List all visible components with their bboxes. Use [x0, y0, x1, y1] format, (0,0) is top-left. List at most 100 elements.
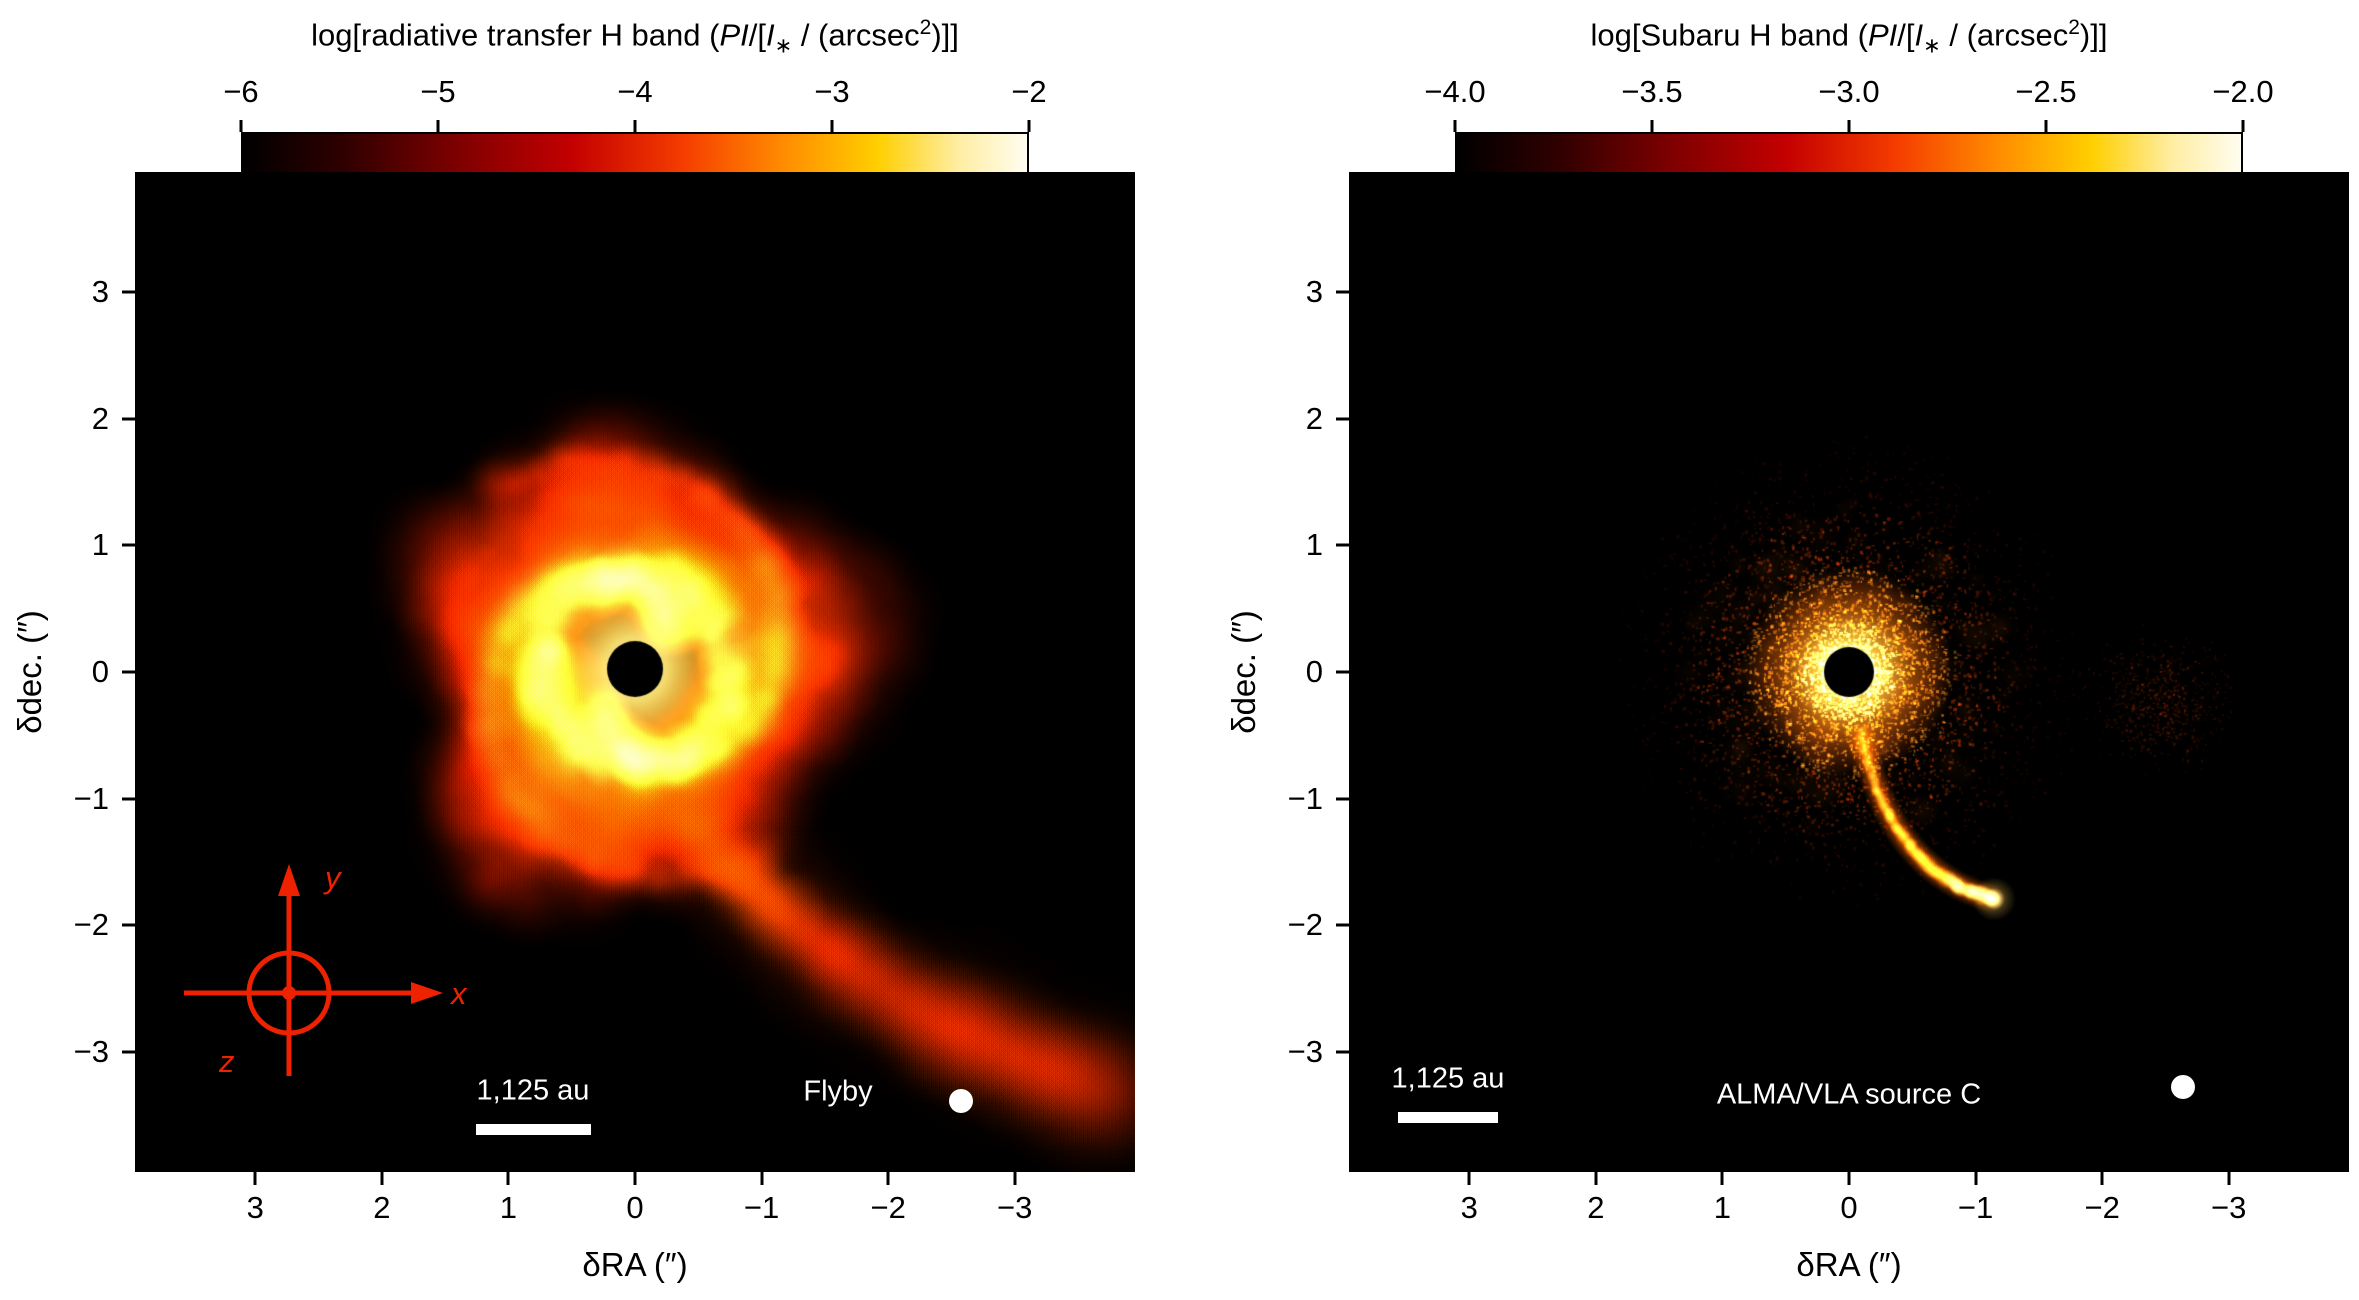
- title-text: / (arcsec: [792, 17, 920, 53]
- title-text-italic: I: [765, 17, 775, 53]
- colorbar-tick-mark: [1453, 120, 1457, 132]
- colorbar-tick-label: −6: [223, 74, 259, 109]
- scale-bar-label: 1,125 au: [476, 1074, 590, 1107]
- title-text: /[: [748, 17, 766, 53]
- y-tick-mark: [1336, 543, 1349, 547]
- plot-area: 1,125 au ALMA/VLA source C: [1349, 172, 2349, 1172]
- x-axis-label-glyph: x: [449, 976, 468, 1011]
- y-tick-label: −2: [1287, 907, 1323, 943]
- y-tick-mark: [122, 923, 135, 927]
- title-text-italic: I: [1914, 17, 1924, 53]
- y-tick-mark: [122, 670, 135, 674]
- y-tick-label: −1: [73, 780, 109, 816]
- colorbar-tick-label: −3: [814, 74, 850, 109]
- colorbar-tick-labels: −6 −5 −4 −3 −2: [223, 74, 1046, 112]
- x-tick-label: 3: [246, 1190, 264, 1225]
- x-tick-mark: [380, 1172, 384, 1185]
- colorbar-tick-mark: [436, 120, 440, 132]
- title-star-subscript: ∗: [1923, 34, 1941, 58]
- orientation-axes: x y z: [184, 860, 468, 1079]
- x-tick-label: −2: [2084, 1190, 2120, 1225]
- colorbar-tick-mark: [2044, 120, 2048, 132]
- title-text: / (arcsec: [1940, 17, 2069, 53]
- scale-bar: [476, 1124, 591, 1135]
- title-text-italic: PI: [719, 17, 749, 53]
- x-tick-mark: [2227, 1172, 2231, 1185]
- x-tick-labels: 3 2 1 0 −1 −2 −3: [135, 1190, 1135, 1230]
- x-tick-label: 1: [499, 1190, 518, 1225]
- y-tick-marks: [1333, 172, 1349, 1172]
- colorbar-tick-mark: [239, 120, 243, 132]
- x-tick-mark: [1467, 1172, 1471, 1185]
- z-axis-dot: [282, 986, 296, 1000]
- colorbar-tick-label: −5: [420, 74, 456, 109]
- y-tick-mark: [122, 543, 135, 547]
- y-tick-label: 2: [91, 400, 109, 436]
- y-axis-label: δdec. (″): [11, 610, 48, 734]
- x-tick-labels: 3 2 1 0 −1 −2 −3: [1349, 1190, 2349, 1230]
- colorbar-tick-mark: [830, 120, 834, 132]
- x-tick-label: 2: [373, 1190, 391, 1225]
- x-tick-mark: [1720, 1172, 1724, 1185]
- colorbar-tick-labels: −4.0 −3.5 −3.0 −2.5 −2.0: [1424, 74, 2273, 112]
- colorbar-tick-mark: [1847, 120, 1851, 132]
- x-tick-mark: [1974, 1172, 1978, 1185]
- x-tick-label: 0: [1840, 1190, 1858, 1225]
- scale-bar-label: 1,125 au: [1391, 1062, 1505, 1095]
- colorbar-tick-marks: [1453, 120, 2245, 132]
- y-tick-mark: [1336, 417, 1349, 421]
- title-exponent: 2: [919, 16, 932, 39]
- colorbar: [241, 132, 1029, 174]
- y-tick-label: 0: [1305, 654, 1323, 689]
- colorbar-tick-label: −4.0: [1424, 74, 1486, 109]
- title-text: log[radiative transfer H band (: [311, 17, 720, 53]
- x-tick-label: 0: [626, 1190, 644, 1225]
- y-tick-mark: [1336, 1050, 1349, 1054]
- y-axis-arrowhead: [278, 864, 300, 896]
- x-tick-mark: [1594, 1172, 1598, 1185]
- x-tick-label: 2: [1587, 1190, 1605, 1225]
- scale-bar: [1398, 1112, 1498, 1123]
- title-star-subscript: ∗: [774, 34, 793, 58]
- beam-marker: [949, 1089, 973, 1113]
- y-axis-label-glyph: y: [323, 860, 343, 895]
- title-text: log[Subaru H band (: [1590, 17, 1868, 53]
- x-tick-mark: [1847, 1172, 1851, 1185]
- title-text: )]]: [931, 17, 959, 53]
- y-tick-mark: [122, 290, 135, 294]
- y-tick-label: 3: [91, 274, 109, 310]
- y-tick-mark: [122, 1050, 135, 1054]
- z-axis-label-glyph: z: [218, 1044, 235, 1079]
- y-tick-label: −3: [1287, 1033, 1323, 1069]
- colorbar-tick-mark: [1650, 120, 1654, 132]
- y-tick-label: 2: [1305, 400, 1323, 436]
- x-tick-mark: [760, 1172, 764, 1185]
- colorbar-title: log[Subaru H band (PI/[I∗ / (arcsec2)]]: [1349, 16, 2349, 59]
- x-tick-mark: [633, 1172, 637, 1185]
- title-text: /[: [1897, 17, 1915, 53]
- colorbar-tick-mark: [2241, 120, 2245, 132]
- x-tick-marks: [135, 1172, 1135, 1188]
- y-tick-label: 1: [91, 527, 109, 563]
- x-tick-label: −3: [2211, 1190, 2247, 1225]
- colorbar: [1455, 132, 2243, 174]
- colorbar-tick-label: −3.0: [1818, 74, 1880, 109]
- colorbar-tick-label: −2.5: [2015, 74, 2077, 109]
- subaru-image: [1349, 172, 2349, 1172]
- colorbar-tick-label: −3.5: [1621, 74, 1683, 109]
- plot-area: x y z 1,125 au Flyby: [135, 172, 1135, 1172]
- y-tick-mark: [122, 797, 135, 801]
- y-tick-marks: [119, 172, 135, 1172]
- radiative-transfer-image: [135, 172, 1135, 1172]
- x-axis-label: δRA (″): [1796, 1246, 1902, 1283]
- y-tick-labels: 3 2 1 0 −1 −2 −3: [24, 172, 109, 1172]
- source-label: Flyby: [803, 1075, 873, 1108]
- source-label: ALMA/VLA source C: [1716, 1078, 1982, 1111]
- x-tick-mark: [886, 1172, 890, 1185]
- colorbar-tick-label: −2.0: [2212, 74, 2274, 109]
- x-tick-mark: [253, 1172, 257, 1185]
- y-tick-mark: [122, 417, 135, 421]
- x-tick-mark: [2100, 1172, 2104, 1185]
- y-tick-mark: [1336, 923, 1349, 927]
